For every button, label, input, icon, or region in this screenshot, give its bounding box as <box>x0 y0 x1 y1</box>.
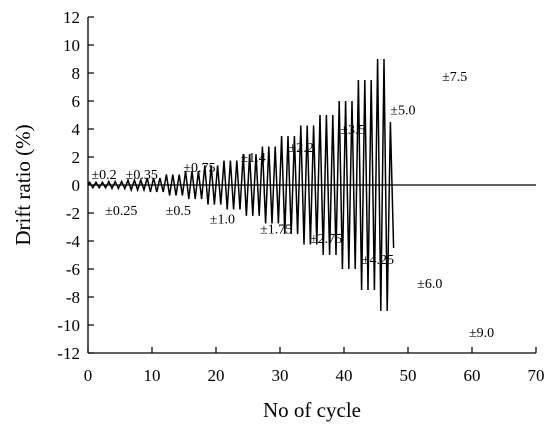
x-tick-label: 30 <box>272 366 289 385</box>
amplitude-label: ±2.2 <box>289 141 314 156</box>
y-tick-label: 2 <box>72 148 81 167</box>
y-tick-label: 6 <box>72 92 81 111</box>
y-tick-label: -6 <box>66 260 80 279</box>
amplitude-label: ±0.2 <box>91 168 116 183</box>
y-axis-title: Drift ratio (%) <box>11 124 35 245</box>
amplitude-label: ±0.75 <box>183 161 215 176</box>
amplitude-label: ±7.5 <box>442 70 467 85</box>
amplitude-label: ±6.0 <box>417 277 442 292</box>
annotation-layer: ±0.2 ±0.25 ±0.35 ±0.5 ±0.75 ±1.0 ±1.4 ±1.75 ±2.2… <box>91 70 494 341</box>
signal-layer <box>87 58 395 312</box>
amplitude-label: ±5.0 <box>390 103 415 118</box>
amplitude-label: ±3.5 <box>340 123 365 138</box>
drift-series-line <box>87 58 395 312</box>
y-tick-label: 4 <box>72 120 81 139</box>
y-tick-label: 12 <box>63 8 80 27</box>
x-tick-label: 70 <box>528 366 545 385</box>
amplitude-label: ±1.0 <box>210 213 235 228</box>
y-tick-label: 0 <box>72 176 81 195</box>
x-tick-label: 50 <box>400 366 417 385</box>
y-tick-label: -10 <box>57 316 80 335</box>
amplitude-label: ±0.35 <box>126 168 158 183</box>
x-tick-label: 10 <box>144 366 161 385</box>
amplitude-label: ±4.25 <box>362 253 394 268</box>
y-tick-label: -4 <box>66 232 81 251</box>
amplitude-label: ±9.0 <box>469 326 494 341</box>
y-tick-label: 10 <box>63 36 80 55</box>
y-tick-label: -2 <box>66 204 80 223</box>
amplitude-label: ±1.4 <box>241 151 266 166</box>
amplitude-label: ±1.75 <box>260 222 292 237</box>
tick-layer: -12 -10 -8 -6 -4 -2 0 2 4 6 8 10 12 0 10 20 30 40 50 60 70 <box>57 8 544 385</box>
amplitude-label: ±0.25 <box>105 204 137 219</box>
amplitude-label: ±2.75 <box>310 232 342 247</box>
x-tick-label: 40 <box>336 366 353 385</box>
y-tick-label: 8 <box>72 64 81 83</box>
x-tick-label: 20 <box>208 366 225 385</box>
y-tick-label: -12 <box>57 344 80 363</box>
x-axis-title: No of cycle <box>263 398 361 422</box>
x-tick-label: 0 <box>84 366 93 385</box>
y-tick-label: -8 <box>66 288 80 307</box>
x-tick-label: 60 <box>464 366 481 385</box>
amplitude-label: ±0.5 <box>166 204 191 219</box>
